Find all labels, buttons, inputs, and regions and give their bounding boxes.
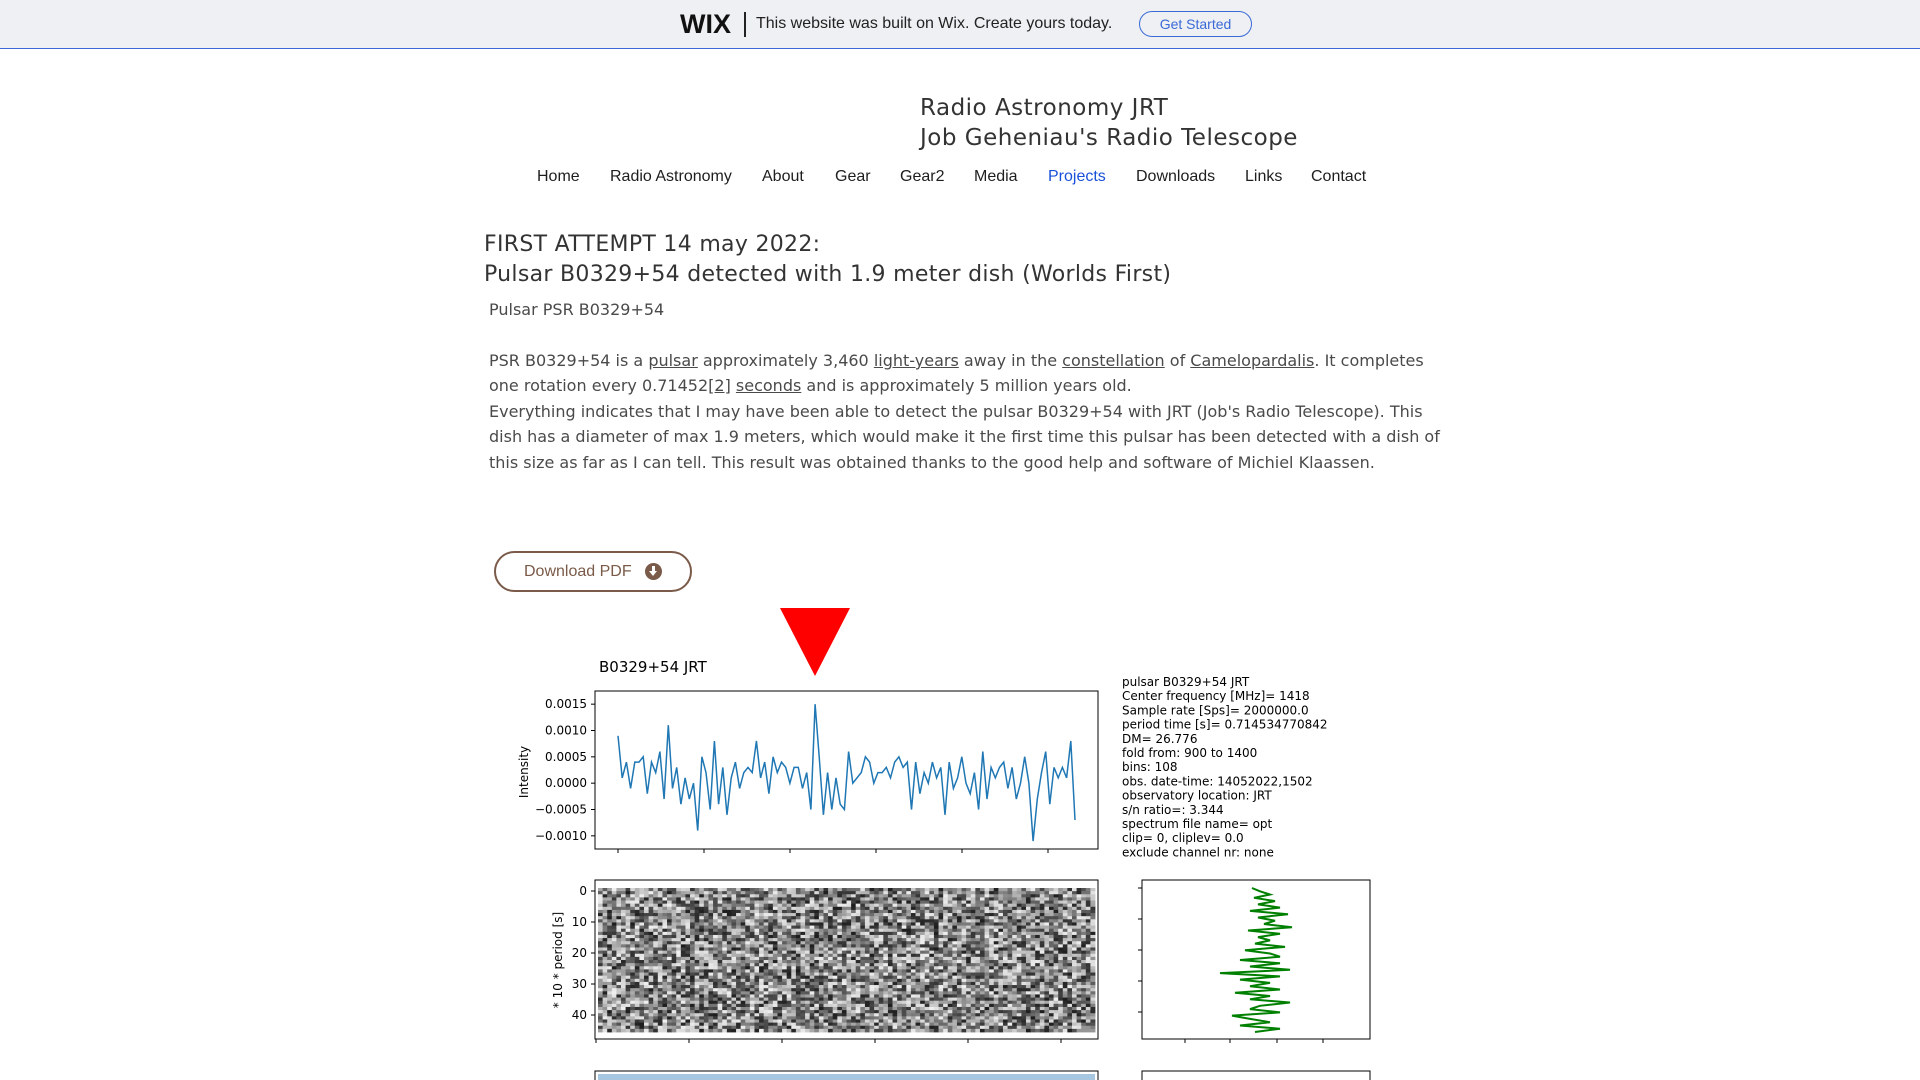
article-body: PSR B0329+54 is a pulsar approximately 3… (489, 348, 1449, 475)
site-title-line1: Radio Astronomy JRT (920, 95, 1169, 121)
info-line: exclude channel nr: none (1122, 845, 1274, 859)
nav-item-home[interactable]: Home (537, 168, 580, 185)
profile-axes (594, 690, 1099, 850)
info-line: spectrum file name= opt (1122, 817, 1273, 831)
download-icon (645, 563, 662, 580)
site-title[interactable]: Radio Astronomy JRT Job Geheniau's Radio… (920, 93, 1298, 153)
y-tick-label: 0.0010 (545, 724, 587, 738)
nav-item-media[interactable]: Media (974, 168, 1018, 185)
red-arrow-icon (780, 608, 850, 676)
banner-divider (744, 12, 746, 37)
wix-banner: WIX This website was built on Wix. Creat… (0, 0, 1920, 49)
link-camelopardalis[interactable]: Camelopardalis (1190, 351, 1315, 370)
link-pulsar[interactable]: pulsar (648, 351, 698, 370)
paragraph-2: Everything indicates that I may have bee… (489, 401, 1440, 472)
text-run: away in the (958, 351, 1063, 370)
pulsar-subtitle: Pulsar PSR B0329+54 (489, 300, 665, 319)
observation-info: pulsar B0329+54 JRT Center frequency [MH… (1122, 675, 1328, 859)
info-line: pulsar B0329+54 JRT (1122, 675, 1250, 689)
y-tick-label: 0 (579, 884, 587, 898)
frequency-profile-axes (1141, 879, 1371, 1040)
wix-logo[interactable]: WIX (680, 9, 731, 39)
text-run: and is approximately 5 million years old… (801, 376, 1132, 396)
waterfall-heatmap (598, 888, 1096, 1033)
y-tick-label: 0.0015 (545, 697, 587, 711)
page-heading: FIRST ATTEMPT 14 may 2022: Pulsar B0329+… (484, 230, 1171, 290)
info-line: fold from: 900 to 1400 (1122, 746, 1257, 760)
get-started-button[interactable]: Get Started (1139, 11, 1252, 37)
nav-item-projects[interactable]: Projects (1048, 168, 1106, 185)
nav-item-about[interactable]: About (762, 168, 804, 185)
nav-item-radio-astronomy[interactable]: Radio Astronomy (610, 168, 732, 185)
link-seconds[interactable]: seconds (735, 376, 802, 396)
profile-y-label: Intensity (517, 746, 531, 798)
text-run: approximately 3,460 (697, 351, 874, 370)
info-line: DM= 26.776 (1122, 732, 1197, 746)
info-line: period time [s]= 0.714534770842 (1122, 718, 1328, 732)
profile-x-ticks (617, 849, 1049, 853)
nav-item-gear[interactable]: Gear (835, 168, 871, 185)
lower-heatmap-strip (598, 1074, 1095, 1080)
info-line: s/n ratio=: 3.344 (1122, 803, 1224, 817)
waterfall-y-ticks: 0 10 20 30 40 (572, 884, 595, 1022)
lower-side-axes (1141, 1070, 1371, 1080)
nav-item-links[interactable]: Links (1245, 168, 1283, 185)
info-line: clip= 0, cliplev= 0.0 (1122, 831, 1244, 845)
link-constellation[interactable]: constellation (1062, 351, 1165, 370)
nav-item-gear2[interactable]: Gear2 (900, 168, 945, 185)
frequency-profile-ticks (1138, 887, 1324, 1043)
y-tick-label: −0.0005 (535, 803, 587, 817)
info-line: observatory location: JRT (1122, 789, 1272, 803)
frequency-profile-line (1219, 887, 1293, 1033)
y-tick-label: 0.0000 (545, 776, 587, 790)
text-run: of (1164, 351, 1191, 370)
heading-line1: FIRST ATTEMPT 14 may 2022: (484, 232, 821, 257)
nav-item-contact[interactable]: Contact (1311, 168, 1367, 185)
link-light-years[interactable]: light-years (873, 351, 959, 370)
y-tick-label: 20 (572, 946, 587, 960)
y-tick-label: 0.0005 (545, 750, 587, 764)
site-title-line2: Job Geheniau's Radio Telescope (920, 125, 1298, 151)
pulsar-figure: B0329+54 JRT 0.0015 0.0010 0.0005 0.0000 −0.… (517, 608, 1371, 1080)
info-line: Sample rate [Sps]= 2000000.0 (1122, 703, 1309, 717)
info-line: bins: 108 (1122, 760, 1178, 774)
download-pdf-button[interactable]: Download PDF (494, 551, 692, 592)
text-run: . It completes one rotation every 0.7145… (489, 351, 1424, 396)
y-tick-label: −0.0010 (535, 829, 587, 843)
y-tick-label: 30 (572, 977, 587, 991)
plot-title: B0329+54 JRT (599, 658, 708, 676)
text-run: PSR B0329+54 is a (489, 351, 649, 370)
link-reference-2[interactable]: [2] (708, 376, 731, 396)
info-line: Center frequency [MHz]= 1418 (1122, 689, 1310, 703)
download-pdf-label: Download PDF (524, 563, 632, 580)
banner-message: This website was built on Wix. Create yo… (756, 15, 1113, 32)
nav-item-downloads[interactable]: Downloads (1136, 168, 1216, 185)
pulse-profile-line (617, 704, 1076, 842)
info-line: obs. date-time: 14052022,1502 (1122, 774, 1313, 788)
heading-line2: Pulsar B0329+54 detected with 1.9 meter … (484, 262, 1172, 287)
y-tick-label: 40 (572, 1008, 587, 1022)
paragraph-1: PSR B0329+54 is a pulsar approximately 3… (489, 348, 1449, 399)
y-tick-label: 10 (572, 915, 587, 929)
waterfall-x-ticks (595, 1039, 1062, 1043)
waterfall-y-label: * 10 * period [s] (551, 912, 565, 1008)
profile-y-ticks: 0.0015 0.0010 0.0005 0.0000 −0.0005 −0.0010 (535, 697, 595, 843)
